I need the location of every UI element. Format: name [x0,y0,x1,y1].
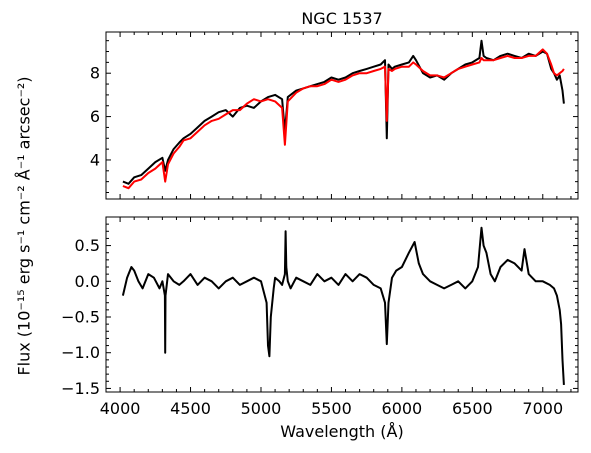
y-tick-label: 8 [90,64,100,83]
axes-frame-0 [105,31,579,200]
y-tick-label: 4 [90,150,100,169]
y-tick-label: 6 [90,107,100,126]
x-tick-label: 4500 [170,399,211,418]
x-tick-label: 6500 [452,399,493,418]
x-tick-label: 4000 [100,399,141,418]
bottom-plot-area: 4000 4500 5000 5500 6000 6500 7000 0.5 0.0 −0.5 −1… [61,216,579,418]
top-panel: NGC 1537 4 6 8 [90,9,579,200]
axes-frame-1 [105,216,579,393]
series-line-1-0 [121,226,565,385]
series-line-0-0 [122,39,565,185]
bottom-panel: 4000 4500 5000 5500 6000 6500 7000 0.5 0.0 −0.5 −1… [61,216,579,441]
y-tick-label: 0.5 [75,236,100,255]
x-tick-label: 6000 [382,399,423,418]
y-tick-label: −0.5 [61,308,100,327]
x-axis-label: Wavelength (Å) [280,422,403,441]
y-axis-label: Flux (10⁻¹⁵ erg s⁻¹ cm⁻² Å⁻¹ arcsec⁻²) [15,76,34,375]
y-tick-label: −1.0 [61,343,100,362]
series-line-0-1 [122,48,565,190]
chart-title: NGC 1537 [301,9,382,28]
x-tick-label: 5500 [311,399,352,418]
y-tick-label: −1.5 [61,379,100,398]
y-tick-label: 0.0 [75,272,100,291]
x-tick-label: 5000 [241,399,282,418]
top-plot-area: 4 6 8 [90,31,579,200]
x-tick-label: 7000 [522,399,563,418]
